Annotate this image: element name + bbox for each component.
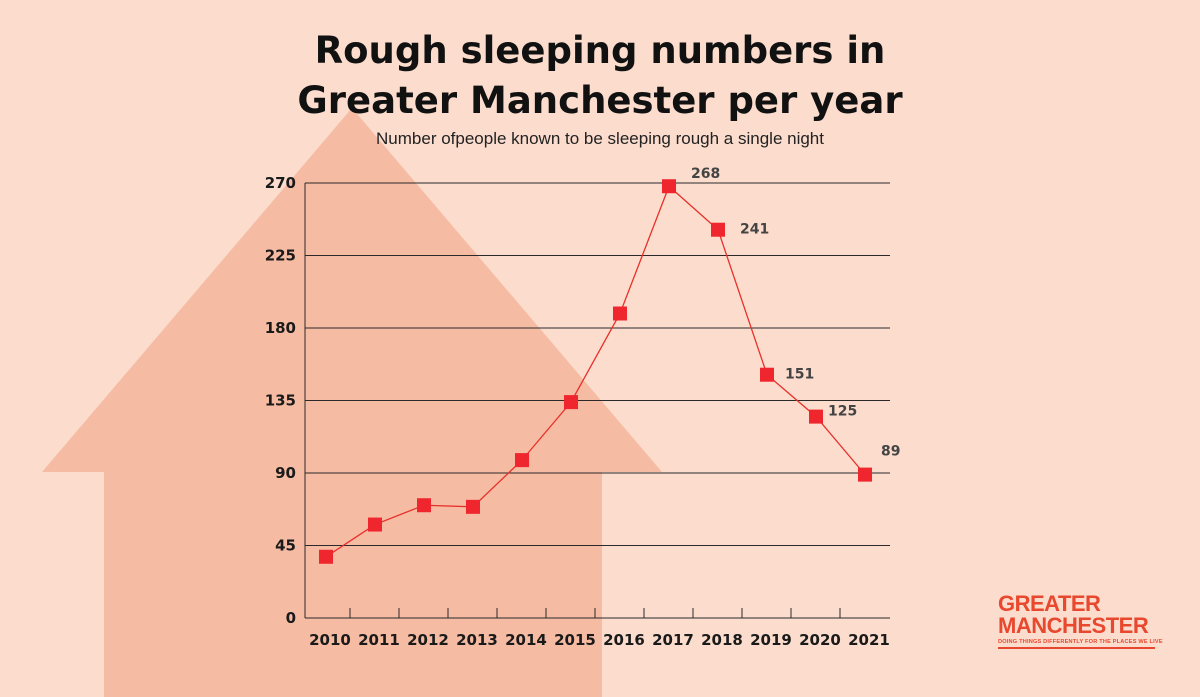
data-point: [809, 409, 823, 424]
y-axis-ticks: 0 45 90 135 180 225 270: [265, 174, 296, 627]
x-tick-label: 2020: [799, 631, 841, 649]
y-tick-label: 180: [265, 319, 296, 337]
data-point: [515, 453, 529, 468]
x-tick-label: 2019: [750, 631, 792, 649]
chart-title-line-1: Rough sleeping numbers in: [314, 29, 886, 72]
data-label: 241: [740, 222, 769, 238]
gridlines: [305, 182, 890, 546]
x-tick-label: 2014: [505, 631, 547, 649]
x-tick-label: 2017: [652, 631, 694, 649]
y-tick-label: 135: [265, 392, 296, 410]
x-tick-label: 2015: [554, 631, 596, 649]
data-point: [466, 499, 480, 514]
data-label: 151: [785, 367, 814, 383]
data-point: [613, 306, 627, 321]
x-axis-ticks: 2010 2011 2012 2013 2014 2015 2016 2017 2018 2019…: [309, 631, 890, 649]
y-tick-label: 90: [275, 464, 296, 482]
logo-line-2: MANCHESTER: [998, 613, 1149, 638]
data-point: [564, 395, 578, 410]
x-tick-label: 2016: [603, 631, 645, 649]
data-point: [858, 467, 872, 482]
x-tick-label: 2012: [407, 631, 449, 649]
data-label: 89: [881, 444, 900, 460]
logo-tagline: DOING THINGS DIFFERENTLY FOR THE PLACES …: [998, 639, 1163, 645]
x-tick-label: 2011: [358, 631, 400, 649]
series-line: [325, 185, 866, 558]
x-tick-label: 2010: [309, 631, 351, 649]
axes: [304, 183, 890, 619]
x-tick-label: 2018: [701, 631, 743, 649]
data-point: [417, 498, 431, 513]
data-label: 125: [828, 404, 857, 420]
house-shape: [42, 108, 662, 697]
x-tick-label: 2013: [456, 631, 498, 649]
y-tick-label: 0: [286, 609, 296, 627]
series-line-path: [325, 185, 866, 558]
y-tick-label: 45: [275, 537, 296, 555]
data-point: [662, 179, 676, 194]
logo-underline: [998, 647, 1155, 649]
logo-line-1: GREATER: [998, 591, 1101, 616]
x-tick-label: 2021: [848, 631, 890, 649]
chart-title-line-2: Greater Manchester per year: [297, 79, 903, 122]
data-point: [760, 367, 774, 382]
data-label: 268: [691, 166, 720, 182]
series-markers: [319, 179, 872, 564]
data-point: [711, 222, 725, 237]
y-tick-label: 270: [265, 174, 296, 192]
data-labels: 268 241 151 125 89: [691, 166, 900, 459]
greater-manchester-logo: GREATER MANCHESTER DOING THINGS DIFFEREN…: [998, 591, 1163, 649]
y-tick-label: 225: [265, 247, 296, 265]
chart-subtitle: Number ofpeople known to be sleeping rou…: [376, 129, 824, 148]
data-point: [319, 549, 333, 564]
data-point: [368, 517, 382, 532]
